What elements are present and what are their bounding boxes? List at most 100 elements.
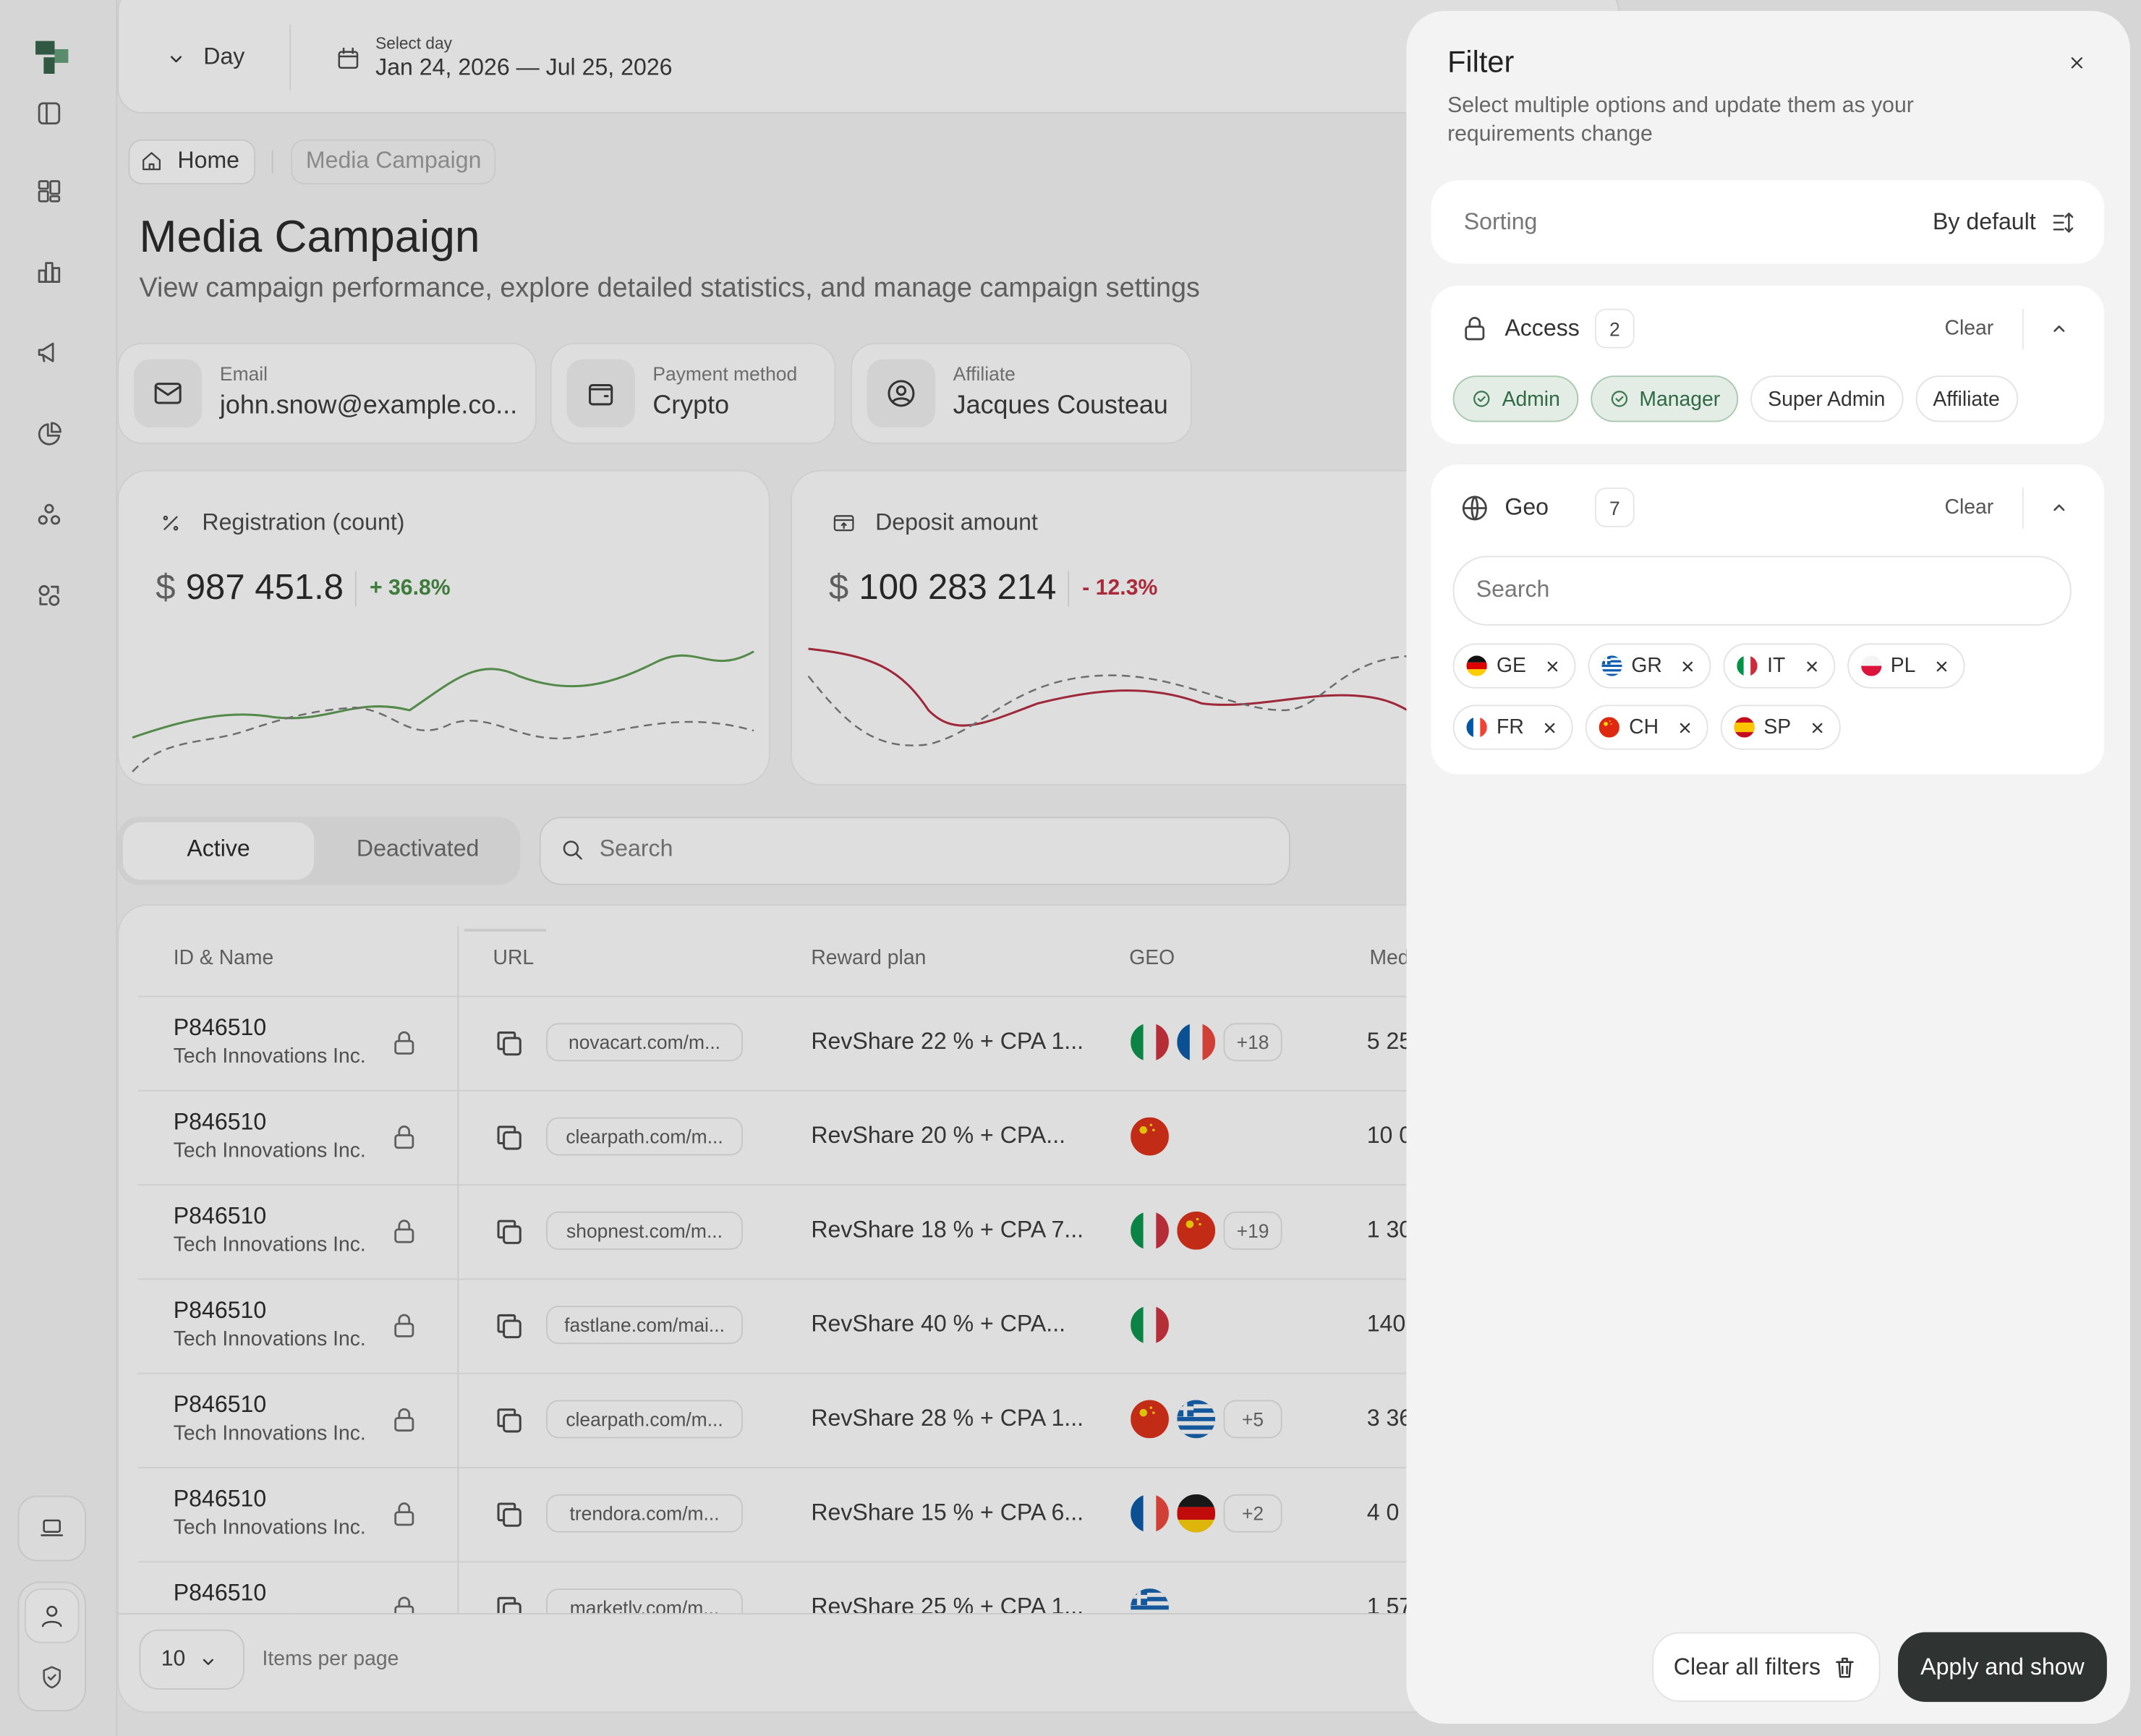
icon-shape (1604, 721, 1608, 726)
icon-shape (888, 380, 915, 407)
icon-shape (888, 380, 915, 407)
copy-icon[interactable] (493, 1216, 525, 1248)
flag-wrap (1737, 655, 1758, 676)
lock-icon[interactable] (389, 1499, 420, 1530)
flag (1131, 1400, 1169, 1439)
access-option[interactable]: Admin (1452, 375, 1578, 422)
per-page-select[interactable] (139, 1629, 244, 1690)
nav-icon[interactable] (34, 337, 64, 367)
row-id: P846510 (173, 1203, 267, 1230)
geo-tag: SP (1720, 705, 1841, 750)
icon-shape (1609, 720, 1611, 722)
reward-plan: RevShare 25 % + CPA 1... (811, 1594, 1084, 1614)
icon-shape (1131, 1594, 1148, 1599)
remove-tag[interactable] (1680, 658, 1696, 674)
logo[interactable] (33, 38, 71, 77)
tab-active[interactable] (122, 822, 315, 880)
nav-icon[interactable] (34, 176, 64, 207)
nav-icon[interactable] (34, 420, 64, 450)
icon-shape (1682, 660, 1693, 671)
copy-icon[interactable] (493, 1310, 525, 1343)
icon-shape (1131, 1494, 1169, 1533)
lock-icon[interactable] (389, 1123, 420, 1153)
remove-tag[interactable] (1803, 658, 1820, 674)
nav-icon[interactable] (34, 257, 64, 287)
nav-icon[interactable] (34, 98, 64, 129)
geo-search-placeholder: Search (1476, 576, 1550, 603)
clear-button[interactable]: Clear (1944, 317, 1994, 341)
lock-icon[interactable] (389, 1217, 420, 1247)
apply-button[interactable]: Apply and show (1898, 1632, 2107, 1702)
geo-icon (1460, 493, 1490, 524)
chevron[interactable] (165, 48, 187, 69)
icon-shape (1131, 1592, 1169, 1597)
icon-shape (833, 519, 854, 529)
clear-all-button[interactable]: Clear all filters (1652, 1632, 1881, 1702)
geo-tag: IT (1723, 643, 1835, 689)
copy-icon[interactable] (493, 1404, 525, 1437)
nav-icon[interactable] (38, 1602, 66, 1630)
breadcrumb-home[interactable] (128, 139, 256, 184)
column-header: Reward plan (811, 946, 927, 970)
copy-icon[interactable] (493, 1121, 525, 1154)
flag-wrap (1599, 717, 1619, 738)
url-pill: trendora.com/m... (546, 1494, 743, 1533)
clear-button[interactable]: Clear (1944, 495, 1994, 519)
nav-icon[interactable] (34, 500, 64, 530)
access-option[interactable]: Manager (1590, 375, 1738, 422)
remove-tag[interactable] (1809, 719, 1826, 736)
access-option[interactable]: Super Admin (1750, 375, 1903, 422)
lock-icon[interactable] (389, 1029, 420, 1059)
icon-shape (1680, 722, 1690, 733)
panel-title: Filter (1447, 44, 1515, 80)
row-line (137, 1089, 1502, 1092)
search-input[interactable] (539, 817, 1290, 885)
icon-shape (1152, 1411, 1155, 1414)
icon-shape (394, 1031, 414, 1055)
icon-shape (44, 503, 54, 514)
footer-line (117, 1613, 1619, 1614)
icon-shape (892, 397, 911, 403)
nav-icon[interactable] (38, 1664, 66, 1691)
icon-shape (38, 503, 61, 525)
check-icon (1470, 388, 1492, 409)
remove-tag[interactable] (1544, 658, 1561, 674)
sorting-card[interactable] (1431, 180, 2105, 264)
remove-tag[interactable] (1541, 719, 1558, 736)
icon-shape (394, 1511, 414, 1526)
tab: Active (187, 835, 250, 862)
lock-icon[interactable] (389, 1311, 420, 1342)
url-pill: marketly.com/m... (546, 1588, 743, 1614)
reward-plan: RevShare 20 % + CPA... (811, 1122, 1066, 1149)
url-pill: clearpath.com/m... (546, 1400, 743, 1439)
nav-icon[interactable] (34, 581, 64, 611)
row-company: Tech Innovations Inc. (173, 1233, 366, 1257)
count-badge: 7 (1594, 488, 1635, 527)
access-option[interactable]: Affiliate (1915, 375, 2018, 422)
url: clearpath.com/m... (566, 1125, 723, 1148)
nav-box (17, 1495, 86, 1562)
close-button[interactable] (2067, 54, 2086, 72)
icon-shape (1599, 717, 1619, 738)
icon-shape (2053, 212, 2074, 233)
copy-icon[interactable] (493, 1593, 525, 1614)
divider (2022, 488, 2024, 529)
icon-shape (142, 152, 161, 171)
info-label: Payment method (652, 362, 798, 385)
icon-shape (1680, 722, 1690, 733)
remove-tag[interactable] (1933, 658, 1950, 674)
collapse-button[interactable] (2048, 497, 2070, 519)
reward-plan: RevShare 22 % + CPA 1... (811, 1028, 1084, 1055)
copy-icon[interactable] (493, 1498, 525, 1531)
row-med: 3 36 (1366, 1405, 1413, 1431)
lock-icon[interactable] (389, 1594, 420, 1614)
url: fastlane.com/mai... (564, 1314, 725, 1336)
copy-icon[interactable] (493, 1027, 525, 1060)
url-pill: shopnest.com/m... (546, 1211, 743, 1250)
lock-icon[interactable] (389, 1405, 420, 1436)
geo-search[interactable] (1452, 556, 2072, 626)
remove-tag[interactable] (1677, 719, 1693, 736)
nav-icon[interactable] (38, 1515, 66, 1542)
icon-shape (2071, 57, 2083, 69)
collapse-button[interactable] (2048, 318, 2070, 340)
